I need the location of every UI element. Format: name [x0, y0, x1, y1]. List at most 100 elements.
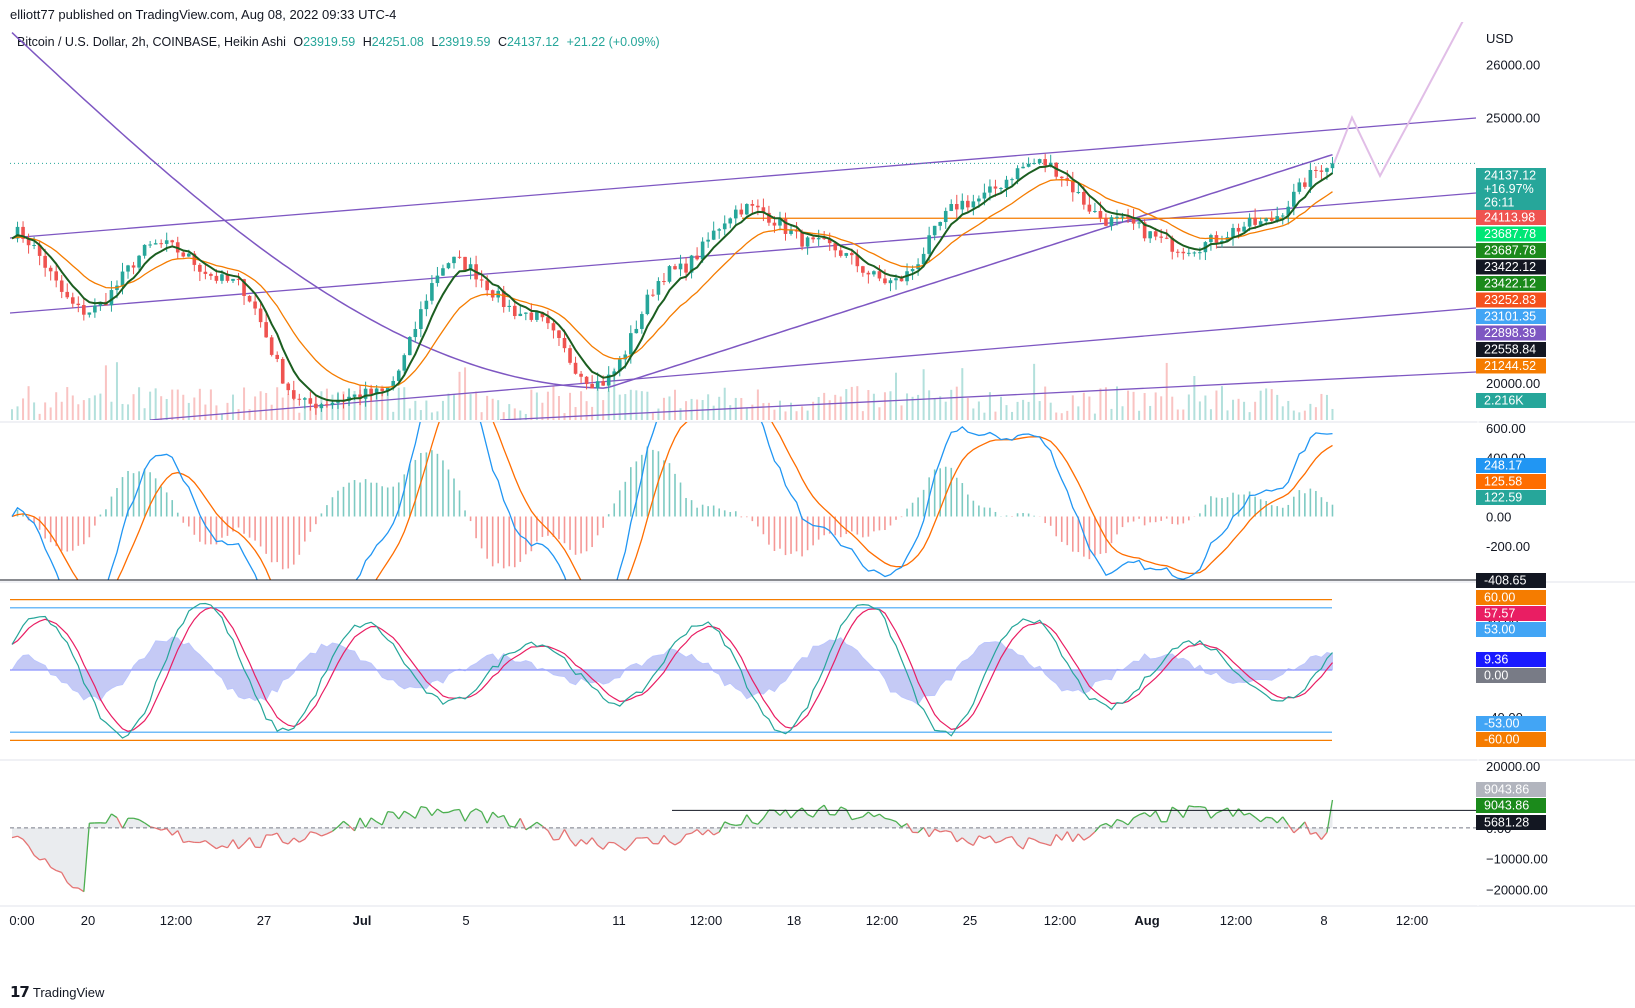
volume-flow-segment	[1055, 833, 1063, 841]
macd-histogram-bar	[679, 482, 682, 517]
candle-body	[32, 244, 36, 246]
volume-bar	[33, 402, 36, 420]
volume-bar	[1165, 362, 1168, 420]
macd-badge-label: 248.17	[1484, 459, 1522, 473]
volume-bar	[132, 394, 135, 420]
macd-histogram-bar	[1199, 513, 1201, 517]
candle-body	[579, 373, 583, 377]
macd-pane[interactable]	[0, 349, 1478, 689]
time-tick-label: 0:00	[9, 913, 34, 928]
time-axis[interactable]: 0:00 20 12:00 27 Jul 5 11 12:00 18 12:00 25 12:00 Au…	[9, 913, 1428, 928]
volume-bar	[209, 389, 212, 420]
macd-histogram-bar	[1116, 516, 1118, 535]
candle-body	[142, 244, 147, 256]
volume-flow-segment	[343, 820, 350, 827]
volume-bar	[392, 411, 395, 420]
volume-flow-segment	[226, 839, 234, 849]
candle-body	[966, 200, 970, 208]
macd-histogram-bar	[386, 487, 389, 517]
macd-histogram-bar	[1005, 515, 1008, 517]
volume-bar	[1055, 412, 1058, 420]
candle-body	[844, 253, 849, 256]
candle-body	[286, 383, 291, 391]
volume-bar	[751, 404, 754, 420]
macd-histogram-bar	[436, 453, 439, 517]
price-pane[interactable]	[9, 11, 1478, 420]
time-tick-label: 27	[257, 913, 271, 928]
volume-flow-segment	[44, 858, 52, 868]
volume-bar	[1154, 392, 1157, 420]
candle-body	[706, 239, 710, 242]
macd-histogram-bar	[464, 510, 466, 517]
volume-bar	[187, 402, 190, 420]
macd-histogram-bar	[215, 516, 218, 545]
volume-flow-segment	[547, 830, 555, 841]
macd-histogram-bar	[834, 516, 837, 536]
volume-bar	[1088, 396, 1091, 420]
macd-histogram-bar	[165, 492, 168, 517]
volume-flow-area	[12, 800, 1333, 892]
volume-bar	[1292, 410, 1295, 420]
macd-histogram-bar	[580, 516, 582, 554]
volume-flow-segment	[326, 830, 333, 835]
macd-histogram-bar	[1165, 516, 1168, 519]
volume-flow-segment	[370, 817, 378, 823]
volume-bar	[939, 396, 942, 420]
volume-flow-segment	[486, 811, 494, 824]
candle-body	[640, 314, 644, 329]
volume-flow-plot	[10, 799, 1478, 893]
volume-bar	[22, 398, 25, 420]
volume-flow-segment	[481, 811, 488, 824]
volume-bar	[408, 408, 411, 420]
volume-flow-segment	[1249, 812, 1256, 818]
volume-bar	[55, 392, 58, 420]
volume-flow-segment	[978, 835, 985, 840]
candle-body	[1153, 231, 1158, 237]
volume-flow-segment	[801, 807, 809, 815]
volume-bar	[447, 393, 450, 420]
volume-flow-segment	[1133, 814, 1140, 819]
volume-bar	[552, 386, 555, 420]
macd-histogram-bar	[442, 460, 444, 517]
candle-body	[1187, 252, 1191, 254]
volume-flow-segment	[956, 837, 963, 843]
candle-body	[198, 264, 202, 272]
volume-flow-segment	[337, 820, 344, 828]
macd-histogram-bar	[873, 516, 875, 532]
macd-line	[11, 422, 1333, 580]
volume-bar	[1060, 413, 1063, 420]
volume-bar	[303, 407, 306, 420]
candle-body	[1175, 251, 1180, 253]
time-tick-label: 12:00	[160, 913, 193, 928]
volume-flow-segment	[873, 813, 880, 818]
price-badge	[1476, 292, 1546, 308]
macd-histogram-bar	[304, 516, 306, 542]
candle-body	[789, 230, 793, 234]
macd-histogram-bar	[983, 507, 986, 517]
candle-body	[606, 374, 611, 386]
candle-body	[656, 281, 661, 295]
volume-bar	[127, 404, 130, 420]
volume-flow-segment	[984, 835, 991, 840]
oscillator-pane[interactable]	[10, 598, 1333, 742]
volume-bar	[569, 392, 572, 420]
volume-bar	[994, 411, 997, 420]
macd-histogram-bar	[1094, 516, 1096, 556]
volume-flow-segment	[724, 821, 731, 825]
candle-body	[662, 281, 666, 283]
price-badge-label: 23101.35	[1484, 310, 1536, 324]
volume-flow-pane[interactable]	[10, 799, 1478, 893]
candle-body	[247, 295, 252, 302]
candle-body	[617, 359, 622, 372]
volume-bar	[1309, 403, 1312, 420]
macd-histogram-bar	[270, 516, 273, 563]
price-axis[interactable]: USD 26000.00 25000.00 20000.00 24137.12+16.9…	[1476, 31, 1548, 898]
candle-body	[949, 204, 954, 211]
volume-bar	[38, 413, 41, 420]
volume-flow-segment	[740, 814, 748, 826]
candle-body	[1247, 217, 1252, 227]
volume-bar	[1110, 408, 1113, 420]
oscillator-badge	[1476, 668, 1546, 683]
candle-body	[982, 192, 987, 199]
